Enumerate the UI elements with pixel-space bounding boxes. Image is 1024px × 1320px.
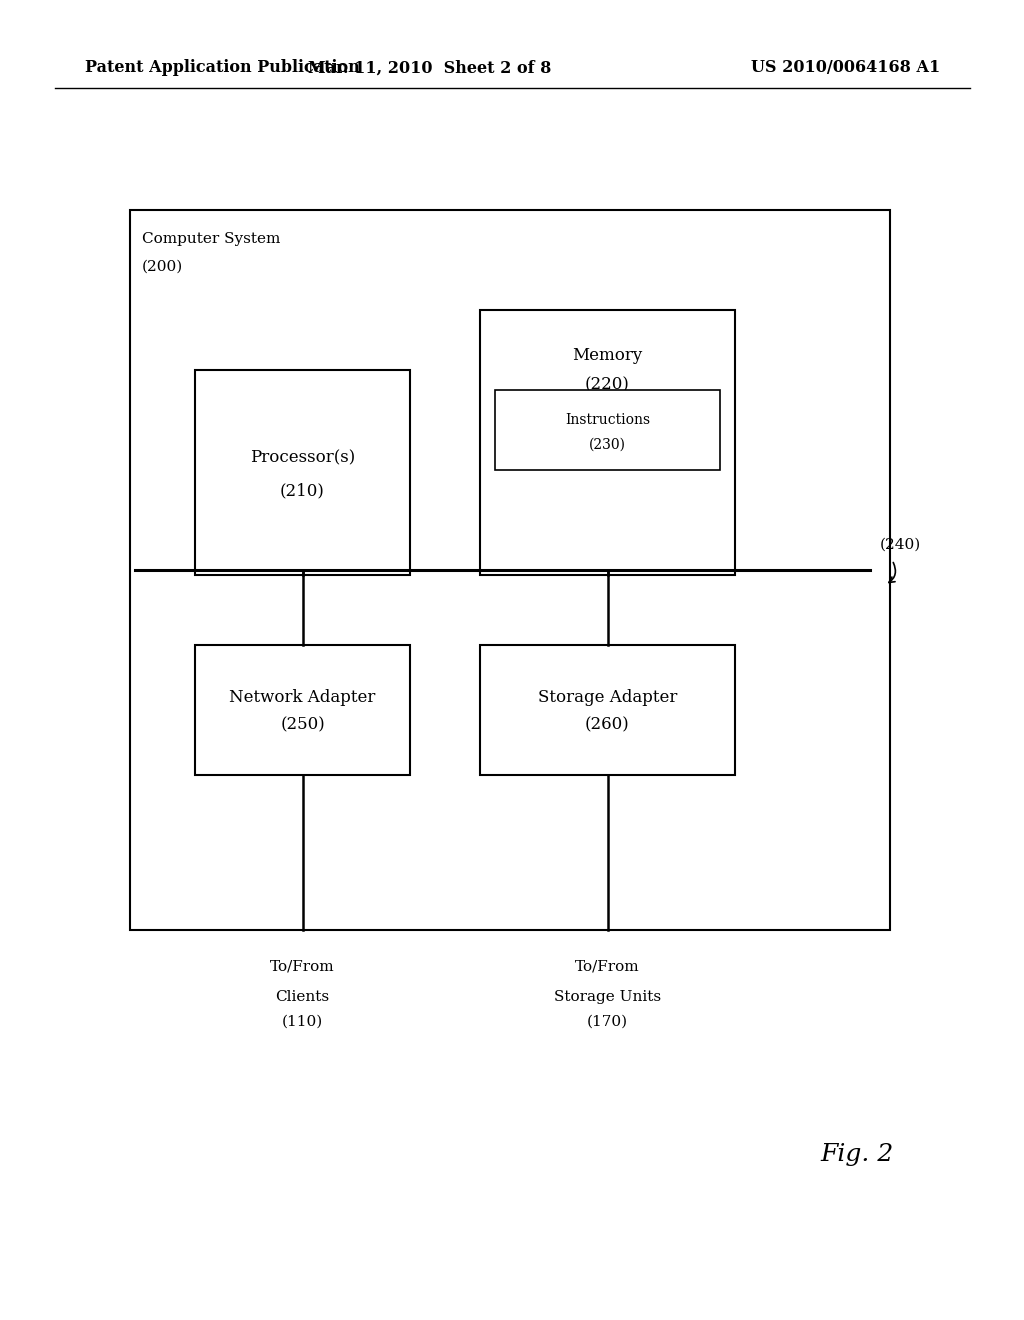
Text: To/From: To/From (270, 960, 335, 974)
Text: (170): (170) (587, 1015, 628, 1030)
Text: Mar. 11, 2010  Sheet 2 of 8: Mar. 11, 2010 Sheet 2 of 8 (308, 59, 552, 77)
Text: Processor(s): Processor(s) (250, 449, 355, 466)
Text: US 2010/0064168 A1: US 2010/0064168 A1 (751, 59, 940, 77)
Text: Memory: Memory (572, 346, 643, 363)
Text: (260): (260) (585, 717, 630, 734)
Text: (210): (210) (280, 482, 325, 499)
Text: (230): (230) (589, 438, 626, 451)
Text: Computer System: Computer System (142, 232, 281, 246)
Text: To/From: To/From (575, 960, 640, 974)
Bar (480, 310, 735, 576)
Text: (240): (240) (880, 539, 922, 552)
Bar (195, 370, 410, 576)
Bar (130, 210, 890, 931)
Text: (220): (220) (585, 376, 630, 393)
Bar (195, 645, 410, 775)
Text: Instructions: Instructions (565, 413, 650, 426)
Text: Clients: Clients (275, 990, 330, 1005)
Bar (480, 645, 735, 775)
Text: Storage Units: Storage Units (554, 990, 662, 1005)
Bar (495, 389, 720, 470)
Text: Fig. 2: Fig. 2 (820, 1143, 893, 1167)
Text: (110): (110) (282, 1015, 324, 1030)
Text: Patent Application Publication: Patent Application Publication (85, 59, 359, 77)
Text: Network Adapter: Network Adapter (229, 689, 376, 706)
Text: Storage Adapter: Storage Adapter (538, 689, 677, 706)
Text: (250): (250) (281, 717, 325, 734)
Text: (200): (200) (142, 260, 183, 275)
